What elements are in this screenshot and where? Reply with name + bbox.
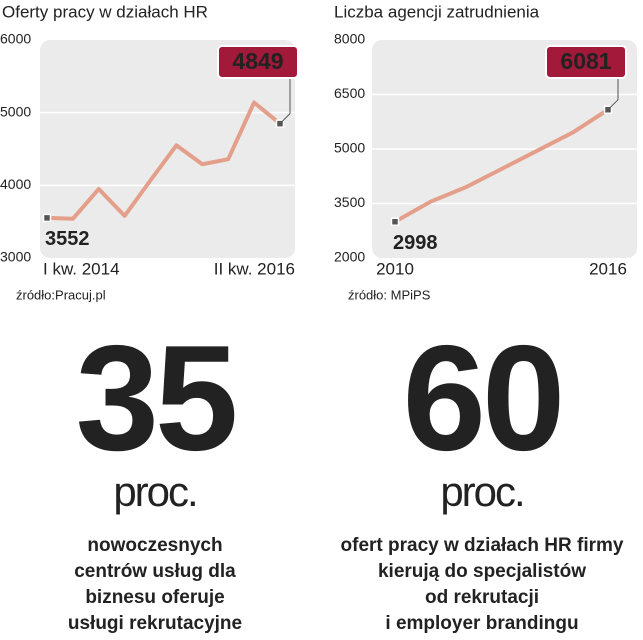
stat-description: centrów usług dla	[74, 561, 236, 582]
callout-line	[607, 76, 619, 111]
label-box	[545, 45, 627, 79]
source-note: źródło:Pracuj.pl	[16, 287, 106, 302]
stat-unit: proc.	[113, 468, 196, 515]
data-line	[46, 100, 282, 221]
y-tick-label: 4000	[0, 176, 31, 192]
data-label: 2998	[393, 232, 438, 254]
y-tick-label: 6000	[0, 31, 31, 47]
y-tick-label: 6500	[334, 85, 365, 101]
data-line	[394, 108, 610, 224]
y-tick-label: 3500	[334, 194, 365, 210]
point-marker	[42, 213, 52, 223]
data-label: 6081	[560, 48, 611, 74]
y-tick-label: 8000	[334, 31, 365, 47]
y-tick-label: 5000	[334, 140, 365, 156]
stat-description: kierują do specjalistów	[378, 561, 586, 582]
stat-number: 35	[76, 314, 235, 482]
stat-unit: proc.	[440, 468, 523, 515]
stat-description: usługi rekrutacyjne	[68, 613, 242, 634]
callout-line	[279, 76, 291, 124]
stat-description: i employer brandingu	[385, 613, 578, 634]
y-tick-label: 3000	[0, 249, 31, 265]
plot-background	[40, 40, 295, 258]
x-tick-label: 2010	[376, 259, 414, 278]
y-tick-label: 5000	[0, 103, 31, 119]
stat-description: ofert pracy w działach HR firmy	[341, 535, 624, 556]
stat-description: biznesu oferuje	[85, 587, 224, 608]
x-tick-label: 2016	[589, 259, 627, 278]
data-label: 4849	[232, 48, 283, 74]
x-tick-label: II kw. 2016	[214, 259, 295, 278]
source-note: źródło: MPiPS	[348, 287, 431, 302]
stat-description: od rekrutacji	[425, 587, 539, 608]
point-marker	[390, 217, 400, 226]
x-tick-label: I kw. 2014	[43, 259, 120, 278]
chart-title: Oferty pracy w działach HR	[2, 2, 208, 21]
stat-description: nowoczesnych	[87, 535, 222, 556]
chart-title: Liczba agencji zatrudnienia	[334, 2, 540, 21]
label-box	[217, 45, 299, 79]
stat-number: 60	[403, 314, 562, 482]
y-tick-label: 2000	[334, 249, 365, 265]
data-label: 3552	[45, 228, 90, 250]
